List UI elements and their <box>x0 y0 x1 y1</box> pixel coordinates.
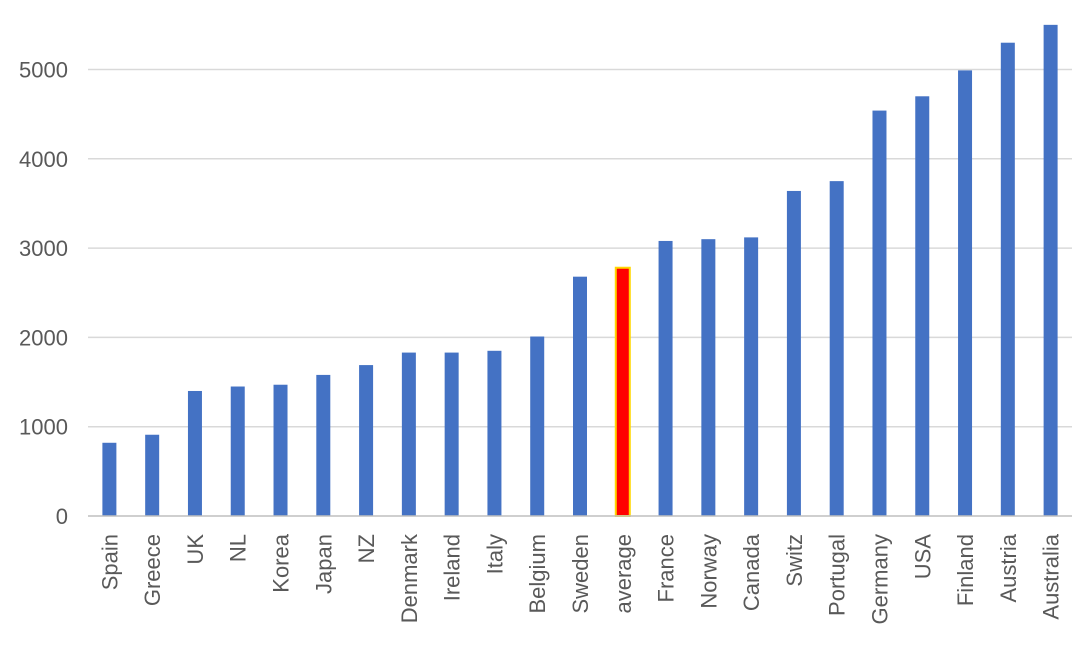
x-tick-label: Ireland <box>440 534 465 601</box>
bar-australia <box>1043 24 1058 516</box>
bar-ireland <box>444 352 459 516</box>
bar-denmark <box>401 352 416 516</box>
bar-spain <box>102 442 117 516</box>
bar-nl <box>230 386 245 516</box>
y-tick-label: 0 <box>56 504 68 529</box>
y-tick-label: 2000 <box>19 325 68 350</box>
x-axis-ticks: Spain Greece UK NL Korea Japan NZ Denmark Irelan… <box>97 533 1063 624</box>
x-tick-label: Germany <box>867 534 892 624</box>
x-tick-label: average <box>611 534 636 614</box>
x-tick-label: Greece <box>140 534 165 606</box>
x-tick-label: USA <box>910 534 935 580</box>
gridlines <box>88 68 1072 428</box>
x-tick-label: Austria <box>996 533 1021 602</box>
bar-usa <box>915 96 930 516</box>
x-tick-label: Sweden <box>568 534 593 614</box>
bar-italy <box>487 350 502 516</box>
bar-sweden <box>573 276 587 516</box>
bars <box>102 24 1058 517</box>
x-tick-label: NL <box>226 534 251 562</box>
bar-france <box>658 240 673 516</box>
x-tick-label: NZ <box>354 534 379 563</box>
bar-austria <box>1000 42 1015 517</box>
x-tick-label: Finland <box>953 534 978 606</box>
x-tick-label: Canada <box>739 533 764 611</box>
bar-nz <box>359 365 374 516</box>
bar-norway <box>701 239 716 517</box>
bar-greece <box>145 434 160 516</box>
bar-finland <box>958 70 973 516</box>
x-tick-label: Norway <box>696 534 721 609</box>
x-tick-label: Switz <box>782 534 807 587</box>
y-tick-label: 5000 <box>19 58 68 83</box>
x-tick-label: Belgium <box>525 534 550 613</box>
x-tick-label: Denmark <box>397 533 422 623</box>
x-tick-label: Italy <box>482 534 507 574</box>
x-tick-label: Korea <box>269 533 294 592</box>
bar-average <box>614 266 631 517</box>
y-tick-label: 3000 <box>19 236 68 261</box>
bar-korea <box>273 384 288 516</box>
bar-belgium <box>530 336 545 516</box>
x-tick-label: UK <box>183 534 208 565</box>
x-tick-label: Australia <box>1039 533 1064 619</box>
bar-switz <box>786 190 801 516</box>
y-tick-label: 1000 <box>19 415 68 440</box>
bar-germany <box>872 110 887 516</box>
y-axis-ticks: 0 1000 2000 3000 4000 5000 <box>19 58 68 530</box>
x-tick-label: Japan <box>311 534 336 594</box>
bar-portugal <box>829 181 844 516</box>
bar-uk <box>187 390 202 516</box>
bar-japan <box>316 374 331 516</box>
x-tick-label: Spain <box>97 534 122 590</box>
x-tick-label: Portugal <box>825 534 850 616</box>
y-tick-label: 4000 <box>19 147 68 172</box>
bar-canada <box>744 237 759 516</box>
x-tick-label: France <box>654 534 679 602</box>
